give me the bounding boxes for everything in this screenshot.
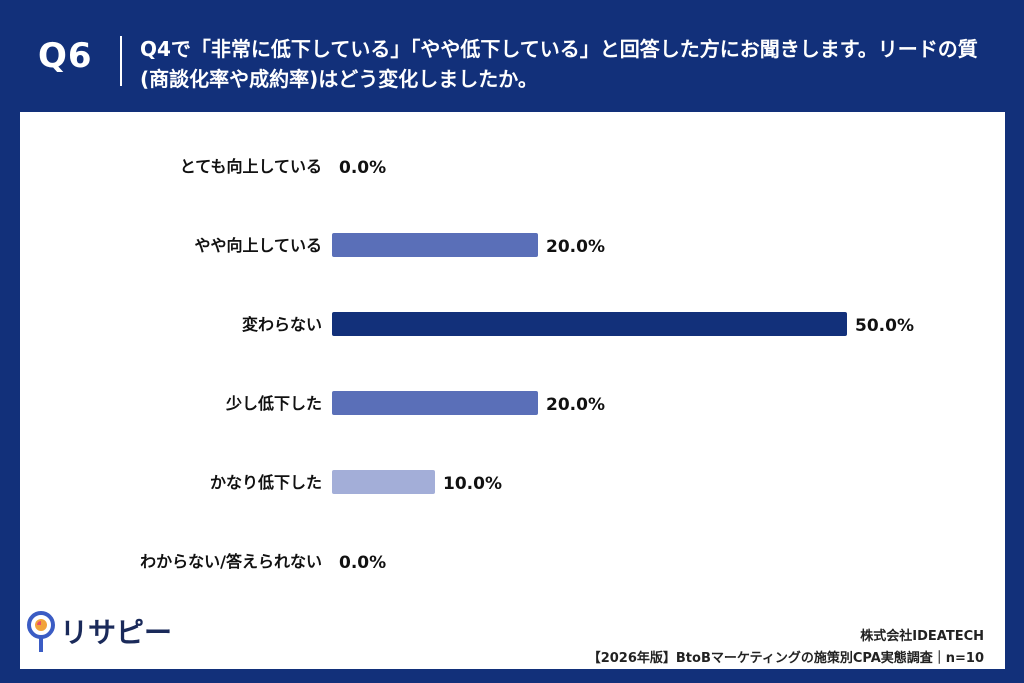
value-label: 50.0% bbox=[855, 316, 914, 336]
bar bbox=[332, 391, 538, 415]
logo-text: リサピー bbox=[60, 616, 173, 649]
value-label: 10.0% bbox=[443, 474, 502, 494]
header-divider bbox=[120, 36, 122, 86]
category-label: 少し低下した bbox=[225, 394, 322, 413]
header: Q6 Q4で「非常に低下している」「やや低下している」と回答した方にお聞きします… bbox=[0, 0, 1024, 110]
risapy-logo-icon bbox=[27, 611, 55, 652]
footer-company: 株式会社IDEATECH bbox=[860, 629, 984, 644]
bar bbox=[332, 233, 538, 257]
chart-card: とても向上している 0.0% やや向上している 20.0% 変わらない 50.0% 少し低下… bbox=[20, 112, 1005, 669]
value-label: 20.0% bbox=[546, 237, 605, 257]
value-label: 0.0% bbox=[339, 553, 386, 573]
value-label: 0.0% bbox=[339, 158, 386, 178]
category-label: とても向上している bbox=[180, 157, 322, 176]
category-label: わからない/答えられない bbox=[140, 552, 322, 571]
question-number: Q6 bbox=[38, 36, 93, 76]
category-label: かなり低下した bbox=[210, 473, 322, 492]
bar bbox=[332, 470, 435, 494]
category-label: 変わらない bbox=[242, 315, 322, 334]
bar-chart: とても向上している 0.0% やや向上している 20.0% 変わらない 50.0% 少し低下… bbox=[140, 157, 914, 573]
category-label: やや向上している bbox=[194, 236, 322, 255]
question-text: Q4で「非常に低下している」「やや低下している」と回答した方にお聞きします。リー… bbox=[140, 37, 978, 91]
bar bbox=[332, 312, 847, 336]
footer-source: 【2026年版】BtoBマーケティングの施策別CPA実態調査｜n=10 bbox=[587, 651, 984, 666]
value-label: 20.0% bbox=[546, 395, 605, 415]
